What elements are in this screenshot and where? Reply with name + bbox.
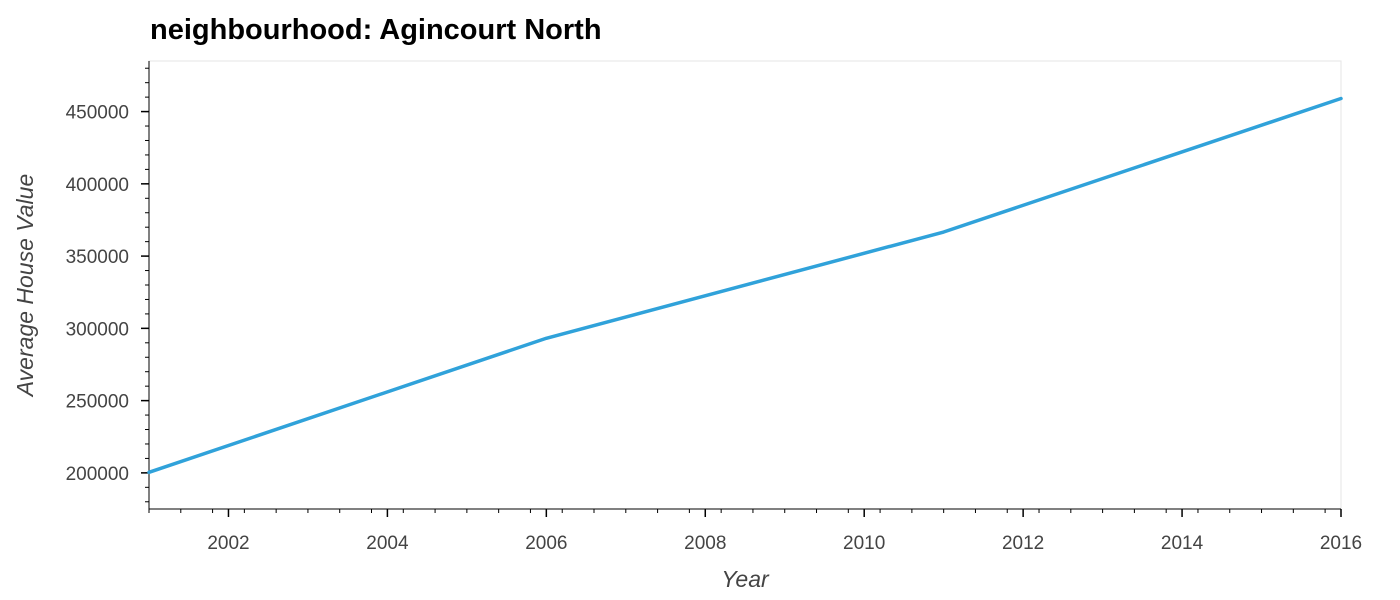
series-layer bbox=[147, 96, 1343, 475]
x-tick-label: 2010 bbox=[843, 533, 885, 554]
y-tick-label: 350000 bbox=[66, 247, 129, 268]
x-tick-label: 2004 bbox=[366, 533, 409, 554]
chart-title: neighbourhood: Agincourt North bbox=[150, 14, 602, 46]
x-tick-label: 2012 bbox=[1002, 533, 1044, 554]
y-tick-label: 200000 bbox=[66, 464, 129, 485]
y-tick-label: 450000 bbox=[66, 103, 129, 124]
x-tick-label: 2008 bbox=[684, 533, 726, 554]
x-tick-label: 2016 bbox=[1320, 533, 1362, 554]
y-tick-label: 300000 bbox=[66, 319, 129, 340]
y-axis-label: Average House Value bbox=[12, 174, 38, 399]
x-tick-label: 2002 bbox=[207, 533, 249, 554]
y-tick-label: 400000 bbox=[66, 175, 129, 196]
x-tick-label: 2014 bbox=[1161, 533, 1204, 554]
x-tick-label: 2006 bbox=[525, 533, 567, 554]
y-axis: 200000 250000 300000 350000 400000 450000 bbox=[66, 61, 150, 509]
y-tick-label: 250000 bbox=[66, 392, 129, 413]
series-line bbox=[147, 96, 1343, 475]
x-axis-label: Year bbox=[721, 566, 770, 592]
x-axis: 2002 2004 2006 2008 2010 2012 2014 2016 bbox=[148, 508, 1362, 554]
